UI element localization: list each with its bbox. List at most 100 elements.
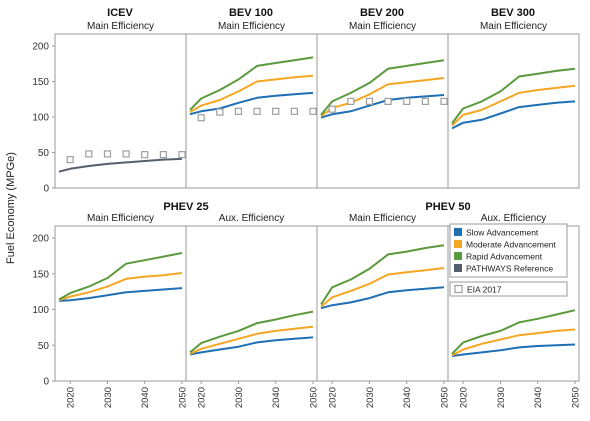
y-axis-label: Fuel Economy (MPGe) [5,152,17,264]
group-title-icev: ICEV [107,7,133,19]
eia-marker [328,105,336,113]
legend-label: Slow Advancement [466,228,539,238]
panel-frame [54,33,187,189]
panel-frame [316,225,449,382]
series-line-pathways [58,157,183,173]
eia-marker [85,150,93,158]
series-line-moderate [58,272,183,302]
eia-marker [309,107,317,115]
panel-subtitle: Aux. Efficiency [481,213,546,224]
series-line-slow [320,286,445,310]
series-line-rapid [451,67,576,125]
panel-subtitle: Main Efficiency [349,213,416,224]
series-line-rapid [58,252,183,301]
x-tick-label: 2050 [309,387,320,408]
series-line-slow [189,91,314,116]
group-title-bev-200: BEV 200 [360,7,404,19]
eia-marker [347,97,355,105]
panel-frame [447,33,580,189]
series-line-slow [320,94,445,119]
group-title-bev-100: BEV 100 [229,7,273,19]
legend-label: Moderate Advancement [466,240,556,250]
panel-subtitle: Aux. Efficiency [219,213,284,224]
panel-4: Main Efficiency 0 50 100 150 200 2020 2030 2040 2… [32,213,188,408]
series-line-slow [451,100,576,130]
eia-marker [122,150,130,158]
y-tick-label: 50 [38,341,50,352]
y-tick-label: 200 [32,234,49,245]
x-tick-label: 2040 [533,387,544,408]
eia-marker [103,150,112,158]
series-line-moderate [189,325,314,355]
x-tick-label: 2030 [365,387,376,408]
series-line-rapid [189,56,314,111]
x-tick-label: 2050 [178,387,189,408]
legend-swatch-pathways [454,264,462,272]
panel-frame [54,225,187,382]
eia-marker [421,97,429,105]
x-tick-label: 2050 [440,387,451,408]
x-tick-label: 2040 [271,387,282,408]
eia-marker [253,107,261,115]
legend-eia-box [449,281,568,297]
eia-marker [440,97,448,105]
panel-0: Main Efficiency 0 50 100 150 200 [32,21,187,195]
panel-subtitle: Main Efficiency [87,21,154,32]
series-line-moderate [451,328,576,357]
y-tick-label: 150 [32,77,49,88]
eia-marker [384,97,392,105]
panel-3: Main Efficiency [447,21,580,189]
y-tick-label: 100 [32,305,49,316]
y-tick-label: 150 [32,269,49,280]
eia-marker [197,114,205,122]
series-line-rapid [451,309,576,355]
panel-7: Aux. Efficiency 2020 2030 2040 2050 [447,213,582,408]
x-tick-label: 2050 [571,387,582,408]
legend-label: PATHWAYS Reference [466,264,553,274]
series-line-slow [451,343,576,357]
eia-marker [272,107,280,115]
series-line-rapid [320,59,445,116]
y-tick-label: 0 [43,184,49,195]
y-tick-label: 200 [32,42,49,53]
eia-marker [290,107,298,115]
eia-marker [66,156,74,164]
panel-frame [185,225,318,382]
y-tick-label: 50 [38,148,50,159]
panel-subtitle: Main Efficiency [87,213,154,224]
x-tick-label: 2020 [459,387,470,408]
panel-1: Main Efficiency [185,21,318,189]
series-line-moderate [320,267,445,308]
group-titles: ICEV BEV 100 BEV 200 BEV 300 PHEV 25 PHE… [107,7,535,213]
x-tick-label: 2020 [328,387,339,408]
legend-eia-label: EIA 2017 [467,285,502,295]
legend: Slow Advancement Moderate Advancement Rapi… [449,223,568,297]
eia-marker [403,97,411,105]
panel-subtitle: Main Efficiency [349,21,416,32]
legend-label: Rapid Advancement [466,252,543,262]
series-line-rapid [320,244,445,306]
legend-eia-marker [454,284,463,294]
group-title-bev-300: BEV 300 [491,7,535,19]
x-tick-label: 2020 [66,387,77,408]
group-title-phev-50: PHEV 50 [425,201,470,213]
group-title-phev-25: PHEV 25 [163,201,208,213]
y-tick-label: 0 [43,377,49,388]
panel-subtitle: Main Efficiency [218,21,285,32]
panel-5: Aux. Efficiency 2020 2030 2040 2050 [185,213,320,408]
legend-box [449,223,568,278]
series-line-moderate [451,84,576,127]
eia-marker [365,97,374,105]
series-line-moderate [189,74,314,113]
panel-6: Main Efficiency 2020 2030 2040 2050 [316,213,451,408]
x-tick-label: 2040 [140,387,151,408]
panel-frame [316,33,449,189]
eia-marker [141,151,149,159]
eia-marker [159,151,167,159]
series-line-slow [58,287,183,302]
panel-2: Main Efficiency [316,21,449,189]
x-tick-label: 2020 [197,387,208,408]
eia-marker [216,108,224,116]
legend-swatch-moderate [454,240,462,248]
